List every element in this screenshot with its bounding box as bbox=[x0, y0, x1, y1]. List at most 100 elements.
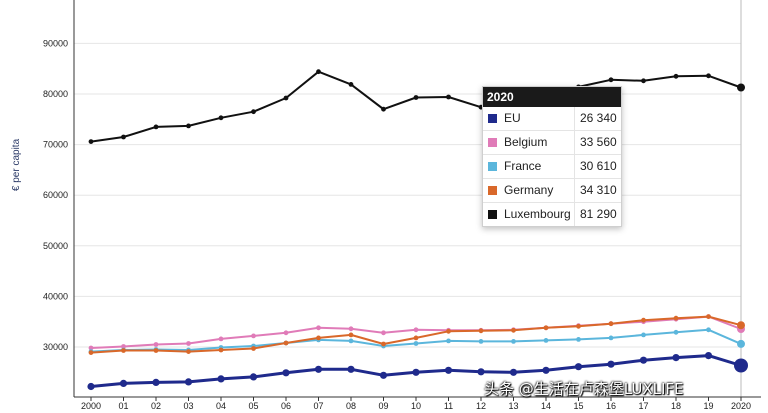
data-point[interactable] bbox=[153, 342, 159, 347]
data-point[interactable] bbox=[152, 378, 160, 386]
data-point[interactable] bbox=[673, 315, 679, 321]
tooltip-series-label: EU bbox=[504, 111, 521, 125]
data-point[interactable] bbox=[153, 348, 159, 353]
tooltip-row: EU 26 340 bbox=[483, 107, 621, 130]
data-point[interactable] bbox=[737, 339, 745, 348]
data-point[interactable] bbox=[381, 330, 386, 336]
data-point[interactable] bbox=[413, 95, 419, 100]
data-point[interactable] bbox=[413, 327, 419, 333]
data-point[interactable] bbox=[444, 366, 453, 374]
data-point[interactable] bbox=[641, 317, 646, 323]
data-point[interactable] bbox=[446, 338, 451, 344]
data-point[interactable] bbox=[737, 321, 745, 330]
data-point[interactable] bbox=[249, 373, 258, 381]
data-point[interactable] bbox=[478, 339, 484, 344]
data-point[interactable] bbox=[511, 327, 516, 333]
data-point[interactable] bbox=[186, 341, 191, 346]
x-tick-label: 05 bbox=[248, 401, 258, 411]
data-point[interactable] bbox=[251, 109, 256, 115]
data-point[interactable] bbox=[543, 325, 549, 331]
data-point[interactable] bbox=[706, 314, 711, 319]
data-point[interactable] bbox=[381, 106, 386, 112]
data-point[interactable] bbox=[608, 321, 614, 327]
data-point[interactable] bbox=[608, 77, 614, 83]
data-point[interactable] bbox=[576, 323, 581, 329]
data-point[interactable] bbox=[576, 337, 581, 342]
x-tick-label: 04 bbox=[216, 401, 226, 411]
data-point[interactable] bbox=[511, 339, 516, 344]
data-point[interactable] bbox=[574, 363, 583, 371]
data-point[interactable] bbox=[348, 82, 354, 87]
data-point[interactable] bbox=[88, 350, 94, 355]
data-point[interactable] bbox=[316, 69, 321, 75]
data-point[interactable] bbox=[283, 95, 289, 101]
data-point[interactable] bbox=[186, 123, 191, 129]
data-point[interactable] bbox=[446, 328, 451, 334]
data-point[interactable] bbox=[348, 338, 354, 344]
tooltip-value: 34 310 bbox=[580, 183, 617, 197]
data-point[interactable] bbox=[379, 371, 388, 379]
data-point[interactable] bbox=[641, 78, 646, 84]
data-point[interactable] bbox=[737, 83, 745, 92]
data-point[interactable] bbox=[672, 354, 680, 362]
x-tick-label: 17 bbox=[638, 401, 648, 411]
data-point[interactable] bbox=[282, 369, 290, 377]
x-tick-label: 09 bbox=[378, 401, 388, 411]
data-point[interactable] bbox=[283, 330, 289, 336]
data-point[interactable] bbox=[641, 332, 646, 338]
y-tick-label: 30000 bbox=[43, 342, 68, 352]
data-point[interactable] bbox=[413, 341, 419, 346]
data-point[interactable] bbox=[477, 368, 485, 376]
tooltip-series-name: Luxembourg bbox=[483, 203, 575, 226]
y-axis-label: € per capita bbox=[11, 138, 22, 191]
data-point[interactable] bbox=[608, 335, 614, 341]
data-point[interactable] bbox=[543, 338, 549, 343]
data-point[interactable] bbox=[88, 345, 94, 351]
data-point[interactable] bbox=[413, 335, 419, 341]
x-tick-label: 11 bbox=[444, 401, 453, 411]
data-point[interactable] bbox=[218, 115, 224, 121]
data-point[interactable] bbox=[673, 329, 679, 335]
data-point[interactable] bbox=[704, 352, 713, 360]
data-point[interactable] bbox=[283, 340, 289, 346]
data-point[interactable] bbox=[251, 346, 256, 351]
data-point[interactable] bbox=[121, 134, 126, 140]
data-point[interactable] bbox=[673, 73, 679, 79]
data-point[interactable] bbox=[412, 368, 420, 376]
data-point[interactable] bbox=[509, 368, 518, 376]
y-tick-label: 80000 bbox=[43, 89, 68, 99]
data-point[interactable] bbox=[542, 366, 550, 374]
data-point[interactable] bbox=[381, 341, 386, 347]
tooltip-series-label: Belgium bbox=[504, 135, 548, 149]
data-point[interactable] bbox=[88, 139, 94, 145]
data-point[interactable] bbox=[184, 378, 193, 386]
tooltip-row: Luxembourg 81 290 bbox=[483, 202, 621, 226]
tooltip-series-name: France bbox=[483, 155, 575, 178]
data-point[interactable] bbox=[348, 332, 354, 338]
data-point[interactable] bbox=[446, 94, 451, 100]
data-point[interactable] bbox=[218, 347, 224, 353]
data-point[interactable] bbox=[119, 379, 128, 387]
data-point[interactable] bbox=[706, 327, 711, 333]
data-point[interactable] bbox=[121, 344, 126, 349]
data-point[interactable] bbox=[639, 356, 648, 364]
data-point[interactable] bbox=[218, 336, 224, 342]
data-point[interactable] bbox=[186, 349, 191, 354]
data-point[interactable] bbox=[478, 328, 484, 334]
series-lines bbox=[87, 69, 748, 391]
tooltip-row: Belgium 33 560 bbox=[483, 130, 621, 154]
data-point[interactable] bbox=[121, 348, 126, 353]
data-point[interactable] bbox=[348, 326, 354, 332]
data-point[interactable] bbox=[734, 358, 748, 373]
data-point[interactable] bbox=[706, 73, 711, 79]
data-point[interactable] bbox=[314, 365, 323, 373]
data-point[interactable] bbox=[217, 375, 225, 383]
data-point[interactable] bbox=[316, 325, 321, 331]
data-point[interactable] bbox=[87, 382, 95, 391]
data-point[interactable] bbox=[153, 124, 159, 130]
data-point[interactable] bbox=[347, 365, 355, 373]
data-point[interactable] bbox=[251, 333, 256, 339]
data-point[interactable] bbox=[607, 360, 615, 368]
data-point[interactable] bbox=[316, 335, 321, 341]
tooltip-series-name: Germany bbox=[483, 179, 575, 202]
